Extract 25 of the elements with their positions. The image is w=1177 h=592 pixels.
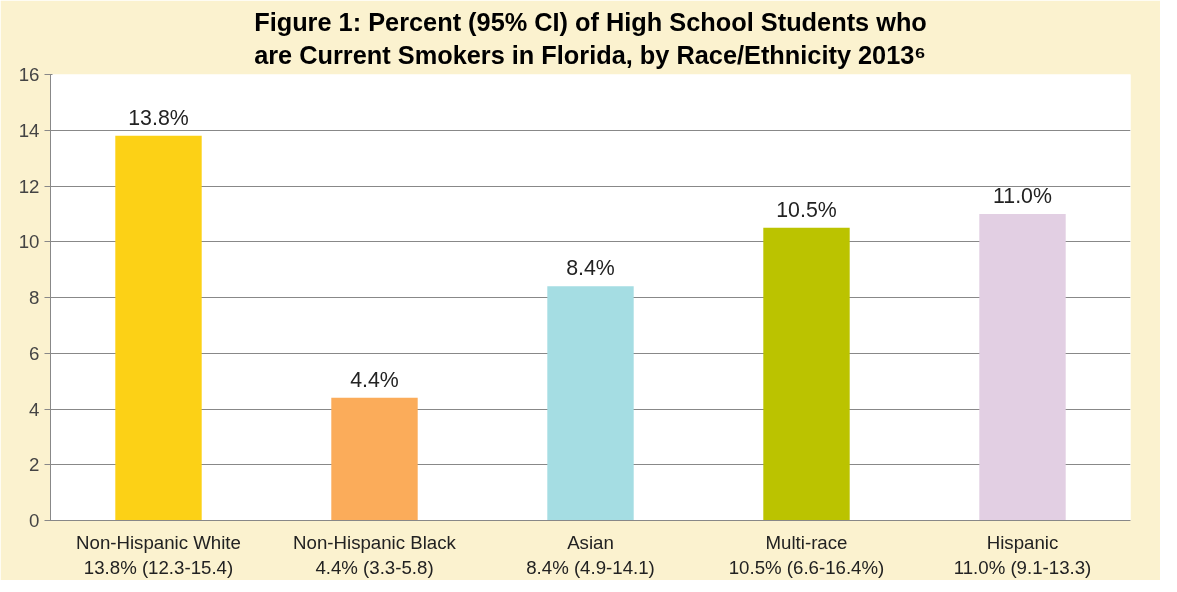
bar bbox=[547, 286, 634, 521]
bar bbox=[331, 397, 418, 521]
chart-title: Figure 1: Percent (95% CI) of High School Students who are Current Smokers in Florida, by Race/Ethnicity 2013⁶ bbox=[254, 7, 927, 70]
y-tick-label: 8 bbox=[29, 287, 40, 308]
data-label: 8.4% bbox=[566, 256, 615, 281]
y-tick-label: 2 bbox=[29, 454, 40, 476]
y-tick-label: 10 bbox=[18, 231, 40, 253]
y-tick-label: 0 bbox=[29, 510, 40, 531]
data-label: 4.4% bbox=[350, 367, 399, 392]
y-tick-label: 12 bbox=[18, 175, 40, 197]
bar bbox=[115, 135, 202, 521]
x-tick-label: Multi-race 10.5% (6.6-16.4%) bbox=[728, 531, 885, 578]
data-label: 11.0% bbox=[993, 183, 1052, 208]
y-tick-label: 4 bbox=[29, 398, 40, 420]
data-label: 13.8% bbox=[128, 105, 189, 130]
y-tick-label: 14 bbox=[18, 119, 40, 141]
x-tick-label: Asian 8.4% (4.9-14.1) bbox=[526, 531, 655, 578]
x-tick-label: Non-Hispanic Black 4.4% (3.3-5.8) bbox=[293, 531, 457, 578]
x-tick-label: Hispanic 11.0% (9.1-13.3) bbox=[953, 531, 1092, 578]
x-tick-label: Non-Hispanic White 13.8% (12.3-15.4) bbox=[76, 531, 241, 578]
y-tick-label: 16 bbox=[18, 64, 40, 85]
bar bbox=[763, 227, 850, 521]
bar bbox=[979, 213, 1066, 521]
y-tick-label: 6 bbox=[29, 342, 40, 364]
data-label: 10.5% bbox=[776, 197, 837, 222]
